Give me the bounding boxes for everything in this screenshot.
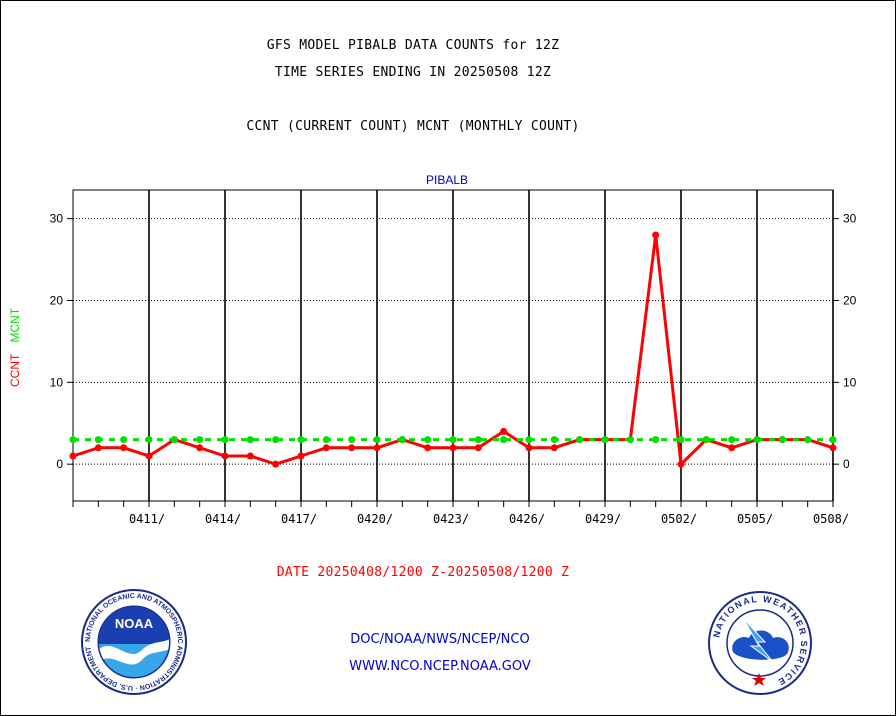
ccnt-data-point — [348, 444, 356, 452]
ccnt-data-point — [297, 452, 305, 460]
mcnt-data-point — [120, 436, 128, 444]
ccnt-data-point — [449, 444, 457, 452]
y-tick-label-left: 10 — [50, 375, 64, 389]
grid-layer — [73, 190, 834, 501]
x-tick-label: 0429/ — [585, 512, 621, 526]
mcnt-data-point — [94, 436, 102, 444]
mcnt-data-point — [322, 436, 330, 444]
mcnt-data-point — [221, 436, 229, 444]
org-path-link[interactable]: DOC/NOAA/NWS/NCEP/NCO — [350, 632, 530, 647]
ccnt-data-point — [94, 444, 102, 452]
ccnt-data-point — [272, 460, 280, 468]
ccnt-data-point — [221, 452, 229, 460]
mcnt-data-point — [550, 436, 558, 444]
y-tick-label-right: 0 — [843, 457, 850, 471]
y-axis-label: CCNT MCNT — [8, 307, 22, 387]
ccnt-data-point — [829, 444, 837, 452]
y-axis-label-mcnt: MCNT — [8, 307, 22, 342]
x-tick-label: 0426/ — [509, 512, 545, 526]
mcnt-data-point — [728, 436, 736, 444]
mcnt-data-point — [196, 436, 204, 444]
mcnt-data-point — [398, 436, 406, 444]
mcnt-data-point — [373, 436, 381, 444]
y-tick-label-left: 30 — [50, 212, 64, 226]
noaa-logo: NATIONAL OCEANIC AND ATMOSPHERIC ADMINIS… — [80, 588, 187, 695]
mcnt-data-point — [778, 436, 786, 444]
mcnt-data-point — [525, 436, 533, 444]
y-tick-label-left: 20 — [50, 293, 64, 307]
ccnt-data-point — [322, 444, 330, 452]
date-range-label: DATE 20250408/1200 Z-20250508/1200 Z — [276, 565, 570, 580]
ccnt-data-point — [677, 460, 685, 468]
ccnt-data-point — [500, 427, 508, 435]
series-layer — [69, 231, 837, 468]
axis-layer: 0 0 10 10 20 20 30 30 0411/0414/0417/0420/0423/0… — [50, 189, 857, 526]
noaa-logo-text: NOAA — [115, 616, 154, 631]
mcnt-data-point — [246, 436, 254, 444]
mcnt-data-point — [474, 436, 482, 444]
ccnt-data-point — [525, 444, 533, 452]
ccnt-data-point — [474, 444, 482, 452]
website-link[interactable]: WWW.NCO.NCEP.NOAA.GOV — [349, 659, 531, 674]
nws-logo: NATIONAL WEATHER SERVICE — [708, 591, 812, 695]
ccnt-data-point — [196, 444, 204, 452]
mcnt-data-point — [69, 436, 77, 444]
mcnt-data-point — [145, 436, 153, 444]
mcnt-data-point — [601, 436, 609, 444]
mcnt-data-point — [652, 436, 660, 444]
x-tick-label: 0414/ — [205, 512, 241, 526]
mcnt-data-point — [804, 436, 812, 444]
x-tick-label: 0411/ — [129, 512, 165, 526]
mcnt-data-point — [576, 436, 584, 444]
mcnt-data-point — [272, 436, 280, 444]
x-tick-label: 0423/ — [433, 512, 469, 526]
x-tick-label: 0508/ — [813, 512, 849, 526]
ccnt-data-point — [69, 452, 77, 460]
ccnt-data-point — [424, 444, 432, 452]
mcnt-data-point — [297, 436, 305, 444]
ccnt-data-point — [550, 444, 558, 452]
mcnt-data-point — [348, 436, 356, 444]
y-tick-label-right: 30 — [843, 212, 857, 226]
mcnt-data-point — [449, 436, 457, 444]
x-tick-label: 0420/ — [357, 512, 393, 526]
mcnt-data-point — [626, 436, 634, 444]
y-tick-label-left: 0 — [56, 457, 63, 471]
y-tick-label-right: 20 — [843, 293, 857, 307]
ccnt-data-point — [652, 231, 660, 239]
mcnt-data-point — [677, 436, 685, 444]
mcnt-data-point — [829, 436, 837, 444]
mcnt-data-point — [500, 436, 508, 444]
x-tick-label: 0417/ — [281, 512, 317, 526]
ccnt-data-point — [120, 444, 128, 452]
ccnt-data-point — [145, 452, 153, 460]
mcnt-data-point — [753, 436, 761, 444]
chart-title: GFS MODEL PIBALB DATA COUNTS for 12Z — [266, 38, 560, 53]
mcnt-data-point — [424, 436, 432, 444]
ccnt-data-point — [373, 444, 381, 452]
chart-subtitle: CCNT (CURRENT COUNT) MCNT (MONTHLY COUNT… — [246, 119, 580, 134]
x-tick-label: 0502/ — [661, 512, 697, 526]
ccnt-data-point — [728, 444, 736, 452]
mcnt-data-point — [170, 436, 178, 444]
y-tick-label-right: 10 — [843, 375, 857, 389]
chart-time-series-line: TIME SERIES ENDING IN 20250508 12Z — [274, 65, 552, 80]
x-tick-label: 0505/ — [737, 512, 773, 526]
mcnt-data-point — [702, 436, 710, 444]
panel-title: PIBALB — [426, 173, 468, 187]
y-axis-label-ccnt: CCNT — [8, 353, 22, 387]
ccnt-data-point — [246, 452, 254, 460]
